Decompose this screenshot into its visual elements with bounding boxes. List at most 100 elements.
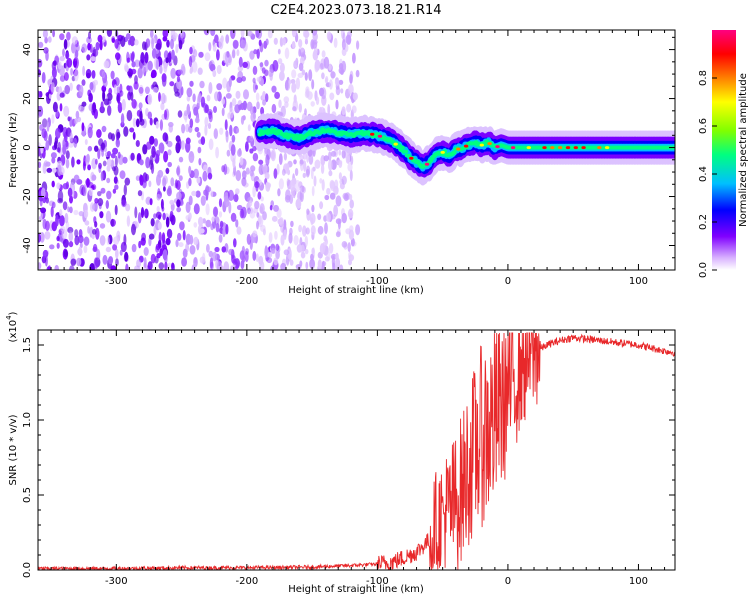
noise-blob xyxy=(283,152,287,161)
noise-blob xyxy=(200,195,206,206)
noise-blob xyxy=(310,167,314,180)
noise-blob xyxy=(255,30,260,39)
noise-blob xyxy=(207,172,213,180)
noise-blob xyxy=(49,244,55,250)
noise-blob xyxy=(213,106,217,113)
noise-blob xyxy=(40,145,44,154)
noise-blob xyxy=(147,60,153,71)
noise-blob xyxy=(155,58,159,70)
noise-blob xyxy=(205,190,209,201)
noise-blob xyxy=(115,258,119,267)
noise-blob xyxy=(155,43,162,50)
noise-blob xyxy=(216,83,223,91)
noise-blob xyxy=(52,60,57,66)
noise-blob xyxy=(343,193,349,202)
noise-blob xyxy=(67,187,73,198)
noise-blob xyxy=(304,108,307,116)
figure-title: C2E4.2023.073.18.21.R14 xyxy=(270,3,441,18)
noise-blob xyxy=(152,86,159,93)
noise-blob xyxy=(89,82,94,91)
noise-blob xyxy=(57,164,62,177)
noise-blob xyxy=(166,140,173,148)
noise-blob xyxy=(271,85,277,93)
noise-blob xyxy=(45,161,51,167)
noise-blob xyxy=(284,47,290,60)
noise-blob xyxy=(92,102,97,113)
noise-blob xyxy=(130,152,135,161)
noise-blob xyxy=(200,96,206,108)
noise-blob xyxy=(69,82,73,92)
noise-blob xyxy=(56,147,61,153)
noise-blob xyxy=(178,175,183,182)
noise-blob xyxy=(349,74,353,84)
noise-blob xyxy=(42,249,49,258)
noise-blob xyxy=(258,39,262,47)
noise-blob xyxy=(214,246,220,253)
noise-blob xyxy=(231,49,236,59)
noise-blob xyxy=(129,35,136,47)
colorbar-tick-label: 0.0 xyxy=(698,262,709,278)
noise-blob xyxy=(238,56,243,68)
noise-blob xyxy=(220,35,224,43)
noise-blob xyxy=(115,138,121,148)
noise-blob xyxy=(310,101,315,107)
signal-peak xyxy=(542,146,547,150)
noise-blob xyxy=(62,144,67,155)
noise-blob xyxy=(281,168,286,176)
noise-blob xyxy=(313,175,317,187)
noise-blob xyxy=(120,35,126,48)
noise-blob xyxy=(167,149,172,156)
noise-blob xyxy=(275,243,280,251)
noise-blob xyxy=(113,236,120,246)
noise-blob xyxy=(249,210,256,219)
noise-blob xyxy=(298,49,302,57)
noise-blob xyxy=(277,48,281,55)
noise-blob xyxy=(138,84,144,97)
noise-blob xyxy=(121,199,127,208)
noise-blob xyxy=(321,260,325,270)
noise-blob xyxy=(323,56,330,69)
y-tick-label: 1.5 xyxy=(22,337,33,353)
noise-blob xyxy=(256,220,259,230)
signal-peak xyxy=(573,146,578,150)
noise-blob xyxy=(193,256,198,268)
noise-blob xyxy=(76,257,82,267)
noise-blob xyxy=(279,71,285,81)
noise-blob xyxy=(310,253,314,261)
noise-blob xyxy=(96,129,102,138)
noise-blob xyxy=(62,48,65,57)
noise-blob xyxy=(163,109,168,120)
noise-blob xyxy=(224,119,228,131)
noise-blob xyxy=(120,113,125,125)
noise-blob xyxy=(134,39,139,46)
noise-blob xyxy=(45,140,50,151)
noise-blob xyxy=(254,181,260,189)
snr-ylabel: SNR (10 * v/v) xyxy=(8,414,19,485)
noise-blob xyxy=(64,84,70,95)
noise-blob xyxy=(105,246,112,253)
noise-blob xyxy=(216,49,220,61)
noise-blob xyxy=(335,86,341,96)
noise-blob xyxy=(68,231,74,242)
colorbar-tick-label: 0.8 xyxy=(698,70,709,86)
noise-blob xyxy=(175,43,179,54)
noise-blob xyxy=(186,87,193,98)
colorbar-ticks: 0.0 0.2 0.4 0.6 0.8 xyxy=(698,70,717,278)
noise-blob xyxy=(47,36,52,43)
noise-blob xyxy=(235,219,239,228)
spectrogram-content xyxy=(38,30,675,270)
noise-blob xyxy=(51,157,56,164)
noise-blob xyxy=(126,110,133,122)
noise-blob xyxy=(40,212,43,219)
noise-blob xyxy=(70,258,77,266)
noise-blob xyxy=(101,125,107,133)
noise-blob xyxy=(83,245,88,254)
noise-blob xyxy=(148,233,155,240)
noise-blob xyxy=(69,206,73,214)
noise-blob xyxy=(202,218,206,224)
x-tick-label: 100 xyxy=(629,276,648,287)
noise-blob xyxy=(116,86,120,93)
noise-blob xyxy=(208,42,212,52)
noise-blob xyxy=(177,110,183,118)
noise-blob xyxy=(262,163,268,174)
